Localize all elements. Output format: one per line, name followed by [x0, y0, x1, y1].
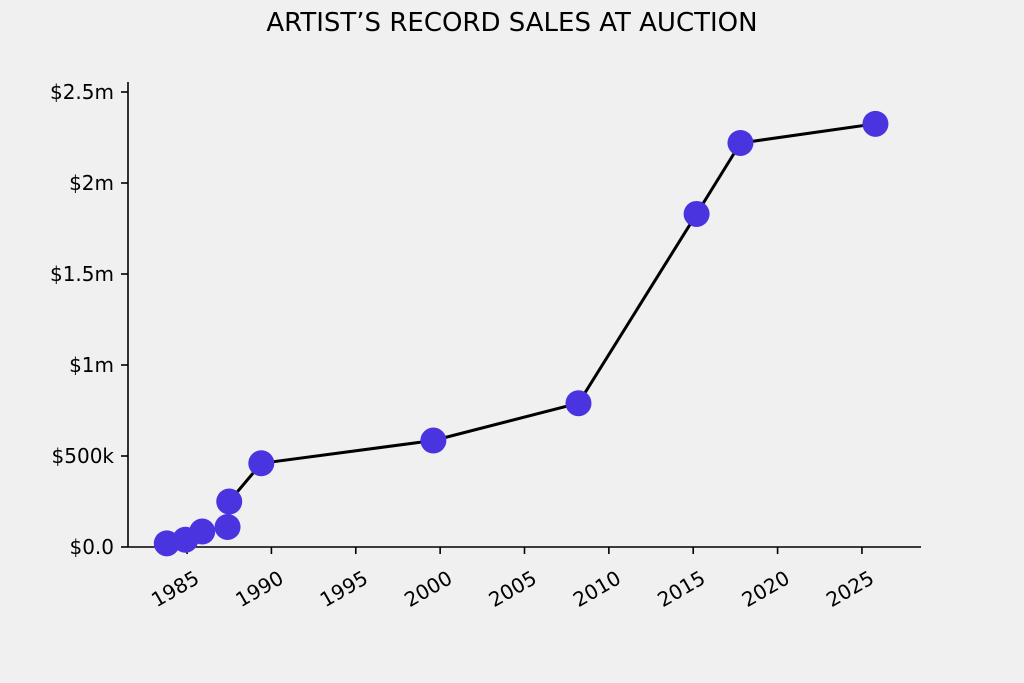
- y-tick-label: $0.0: [69, 535, 114, 559]
- data-point: [420, 427, 447, 454]
- data-point: [565, 390, 592, 417]
- data-point: [862, 110, 889, 137]
- x-tick-label: 2010: [569, 566, 625, 612]
- data-point: [189, 518, 216, 545]
- y-tick-label: $2.5m: [50, 80, 114, 104]
- y-tick-label: $1m: [69, 353, 114, 377]
- data-point: [216, 488, 243, 515]
- x-tick-label: 1985: [147, 566, 203, 612]
- series-line: [166, 122, 876, 545]
- x-tick-label: 1995: [316, 566, 372, 612]
- y-axis-ticks: $0.0 $500k $1m $1.5m $2m $2.5m: [50, 80, 128, 559]
- data-point: [727, 129, 754, 156]
- x-tick-label: 2020: [738, 566, 794, 612]
- data-point: [214, 513, 241, 540]
- x-tick-label: 2005: [485, 566, 541, 612]
- x-tick-label: 1990: [231, 566, 287, 612]
- y-tick-label: $1.5m: [50, 262, 114, 286]
- data-point: [248, 450, 275, 477]
- data-points: [153, 110, 889, 557]
- x-axis-ticks: 1985 1990 1995 2000 2005 2010 2015 2020 2025: [147, 547, 878, 612]
- x-tick-label: 2015: [653, 566, 709, 612]
- x-tick-label: 2000: [400, 566, 456, 612]
- y-tick-label: $2m: [69, 171, 114, 195]
- y-tick-label: $500k: [52, 444, 115, 468]
- chart-title: ARTIST’S RECORD SALES AT AUCTION: [266, 8, 758, 38]
- data-point: [683, 200, 710, 227]
- x-tick-label: 2025: [822, 566, 878, 612]
